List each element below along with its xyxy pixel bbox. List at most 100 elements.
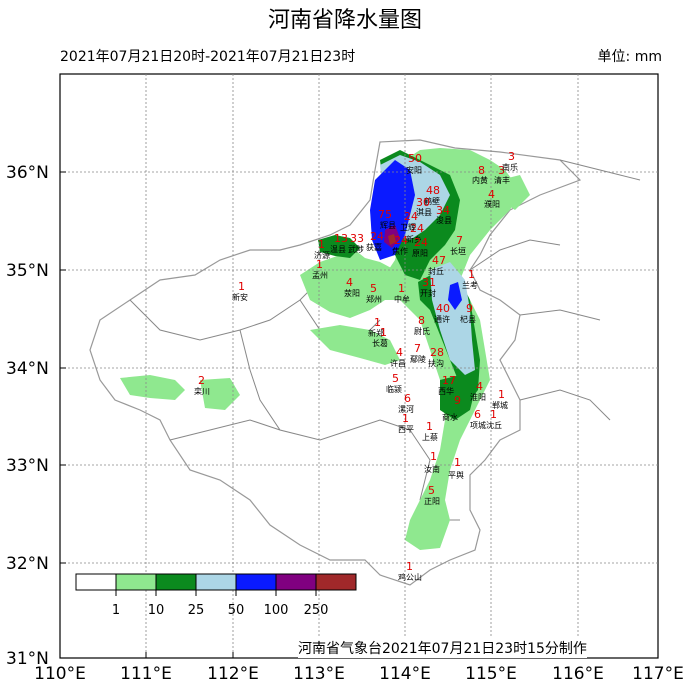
- svg-text:17: 17: [442, 374, 456, 387]
- svg-text:34: 34: [436, 204, 450, 217]
- svg-text:临颍: 临颍: [386, 384, 402, 394]
- lat-label: 31°N: [6, 649, 49, 669]
- station-luanchuan: 2栾川: [194, 374, 210, 396]
- svg-text:温县: 温县: [330, 245, 346, 254]
- lon-label: 114°E: [379, 664, 431, 684]
- svg-text:1: 1: [398, 282, 405, 295]
- latitude-labels: 36°N 35°N 34°N 33°N 32°N 31°N: [6, 163, 49, 669]
- lat-label: 34°N: [6, 359, 49, 379]
- svg-text:7: 7: [414, 342, 421, 355]
- svg-text:正阳: 正阳: [424, 497, 440, 506]
- svg-text:栾川: 栾川: [194, 386, 210, 396]
- svg-text:3: 3: [498, 164, 505, 177]
- svg-text:8: 8: [418, 314, 425, 327]
- svg-text:1: 1: [316, 258, 323, 271]
- lat-label: 32°N: [6, 554, 49, 574]
- svg-text:长葛: 长葛: [372, 338, 388, 348]
- svg-text:1: 1: [374, 316, 381, 329]
- svg-text:辉县: 辉县: [380, 221, 396, 230]
- lon-label: 112°E: [207, 664, 259, 684]
- legend-swatch: [115, 573, 157, 591]
- legend-swatch: [315, 573, 357, 591]
- station-xinzheng: 1新郑: [368, 316, 384, 338]
- province-outline: [89, 139, 641, 586]
- svg-text:安阳: 安阳: [406, 165, 422, 175]
- svg-text:开封: 开封: [420, 288, 436, 298]
- rainfall-fill: [120, 148, 530, 550]
- lon-label: 117°E: [632, 664, 684, 684]
- svg-text:商水: 商水: [442, 412, 458, 422]
- legend-swatch: [235, 573, 277, 591]
- station-changge: 1长葛: [372, 326, 388, 348]
- svg-text:沈丘: 沈丘: [486, 420, 502, 430]
- svg-text:新郑: 新郑: [368, 328, 384, 338]
- svg-text:7: 7: [456, 234, 463, 247]
- svg-text:南乐: 南乐: [502, 162, 518, 172]
- svg-text:4: 4: [396, 346, 403, 359]
- svg-text:卫辉: 卫辉: [400, 223, 416, 232]
- svg-text:1: 1: [490, 408, 497, 421]
- svg-text:1: 1: [468, 268, 475, 281]
- svg-text:郑州: 郑州: [366, 294, 382, 304]
- legend-tick: 1: [112, 603, 120, 618]
- legend-swatch: [155, 573, 197, 591]
- svg-text:西平: 西平: [398, 425, 414, 434]
- svg-text:24: 24: [404, 210, 418, 223]
- lat-label: 36°N: [6, 163, 49, 183]
- svg-text:原阳: 原阳: [412, 249, 428, 258]
- lon-label: 116°E: [552, 664, 604, 684]
- svg-text:通许: 通许: [434, 314, 450, 324]
- station-luohe: 6漯河: [398, 392, 414, 414]
- svg-text:漯河: 漯河: [398, 404, 414, 414]
- svg-text:47: 47: [432, 254, 446, 267]
- svg-text:5: 5: [392, 372, 399, 385]
- svg-text:1: 1: [238, 280, 245, 293]
- station-huaiyang: 4淮阳: [470, 380, 486, 402]
- station-pingyu: 1平舆: [448, 456, 464, 480]
- station-shangshui: 9 商水: [442, 394, 461, 422]
- svg-text:许昌: 许昌: [390, 358, 406, 368]
- legend: 1 10 25 50 100 250: [75, 573, 357, 618]
- svg-text:2: 2: [198, 374, 205, 387]
- svg-text:3: 3: [508, 150, 515, 163]
- legend-tick: 25: [188, 603, 205, 618]
- svg-text:48: 48: [426, 184, 440, 197]
- legend-tick: 10: [148, 603, 165, 618]
- station-yanling: 7鄢陵: [410, 342, 426, 364]
- station-zhengzhou: 5郑州: [366, 282, 382, 304]
- svg-text:淇县: 淇县: [416, 208, 432, 217]
- station-zhongmou: 1中牟: [394, 282, 410, 304]
- station-puyang: 4濮阳: [484, 188, 500, 209]
- station-nanle: 3南乐: [502, 150, 518, 172]
- station-lankao: 1兰考: [462, 268, 478, 290]
- svg-text:31: 31: [422, 276, 436, 289]
- svg-text:上蔡: 上蔡: [422, 432, 438, 442]
- lat-label: 33°N: [6, 456, 49, 476]
- svg-text:1: 1: [430, 450, 437, 463]
- svg-text:9: 9: [454, 394, 461, 407]
- svg-text:1: 1: [318, 238, 325, 251]
- legend-tick: 50: [228, 603, 245, 618]
- svg-text:浚县: 浚县: [436, 215, 452, 225]
- lon-label: 110°E: [34, 664, 86, 684]
- svg-text:尉氏: 尉氏: [414, 326, 430, 336]
- station-xiping: 1西平: [398, 412, 414, 434]
- svg-text:33: 33: [350, 232, 364, 245]
- lon-label: 113°E: [293, 664, 345, 684]
- svg-text:封丘: 封丘: [428, 266, 444, 276]
- svg-text:鄢陵: 鄢陵: [410, 355, 426, 364]
- credit-line: 河南省气象台2021年07月21日23时15分制作: [298, 638, 587, 658]
- svg-text:武陟: 武陟: [348, 244, 364, 254]
